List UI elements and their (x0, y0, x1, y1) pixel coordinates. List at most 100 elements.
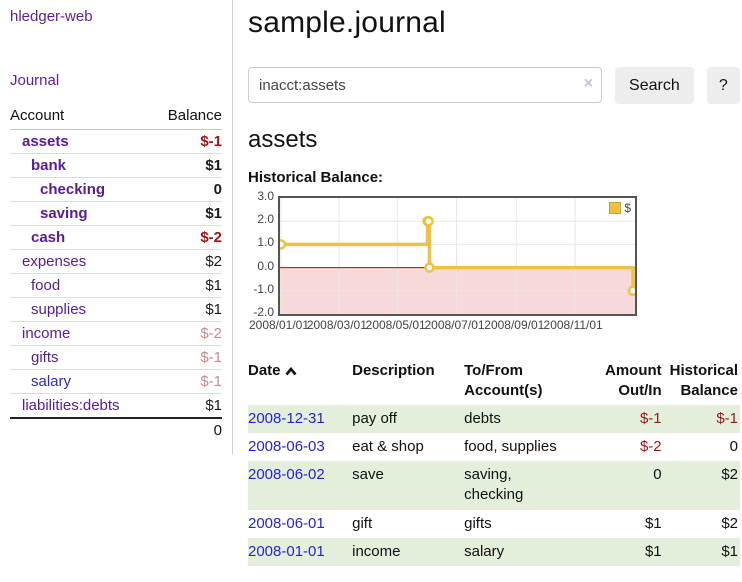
account-link-salary[interactable]: salary (31, 373, 72, 390)
register-table: Date Description To/From Account(s) Amou… (248, 358, 740, 566)
cell-date: 2008-06-02 (248, 461, 352, 510)
accounts-table: Account Balance assets $-1 bank $1 checking 0… (10, 105, 222, 442)
y-axis-tick-label: 1.0 (257, 235, 274, 250)
cell-historical-balance: 0 (729, 437, 738, 455)
search-input[interactable] (248, 67, 603, 103)
cell-description: save (352, 466, 384, 483)
account-balance: $-1 (151, 345, 222, 370)
app-title-link[interactable]: hledger-web (10, 8, 93, 25)
y-axis-tick-label: -2.0 (253, 305, 274, 319)
cell-date: 2008-01-01 (248, 538, 352, 566)
transaction-date-link[interactable]: 2008-06-02 (248, 466, 325, 483)
cell-date: 2008-06-01 (248, 510, 352, 538)
account-row: supplies $1 (10, 297, 222, 322)
transaction-row[interactable]: 2008-06-03 eat & shop food, supplies $-2 0 (248, 433, 740, 461)
help-button[interactable]: ? (706, 67, 740, 104)
account-balance: $-1 (151, 369, 222, 394)
cell-amount: $1 (644, 542, 662, 560)
sidebar-item-journal[interactable]: Journal (10, 72, 60, 89)
transaction-row[interactable]: 2008-06-01 gift gifts $1 $2 (248, 510, 740, 538)
sidebar: hledger-web Journal Account Balance asse… (0, 0, 233, 454)
account-link-expenses[interactable]: expenses (22, 253, 87, 270)
account-link-liabilities-debts[interactable]: liabilities:debts (22, 397, 120, 414)
chart-legend: $ (609, 201, 631, 215)
legend-label: $ (624, 201, 631, 215)
account-link-cash[interactable]: cash (31, 229, 66, 246)
register-header-description: Description (352, 362, 435, 379)
transaction-date-link[interactable]: 2008-01-01 (248, 542, 325, 560)
cell-date: 2008-06-03 (248, 433, 352, 461)
account-balance: $1 (151, 201, 222, 226)
accounts-total-row: 0 (10, 417, 222, 442)
cell-amount: $1 (644, 514, 662, 532)
account-link-gifts[interactable]: gifts (31, 349, 59, 366)
account-balance: $1 (151, 153, 222, 178)
transaction-date-link[interactable]: 2008-12-31 (248, 409, 325, 427)
cell-historical-balance: $-1 (716, 409, 738, 427)
cell-tofrom-accounts: gifts (464, 514, 492, 532)
account-row: gifts $-1 (10, 345, 222, 370)
account-link-assets[interactable]: assets (22, 133, 69, 150)
account-row: salary $-1 (10, 369, 222, 394)
account-row: saving $1 (10, 201, 222, 226)
clear-search-icon[interactable]: × (583, 75, 594, 92)
x-axis-tick-label: 2008/01/01 (248, 318, 310, 332)
x-axis-tick-label: 2008/11/01 (543, 318, 603, 332)
y-axis-tick-label: 0.0 (257, 258, 274, 273)
account-row: cash $-2 (10, 225, 222, 250)
account-balance: 0 (151, 177, 222, 202)
main-content: sample.journal × Search ? assets Histori… (248, 0, 740, 566)
register-header-date[interactable]: Date (248, 358, 352, 405)
cell-description: eat & shop (352, 437, 424, 455)
account-row: expenses $2 (10, 249, 222, 274)
y-axis-tick-label: 2.0 (257, 212, 274, 227)
sort-ascending-icon (285, 366, 297, 376)
page-title: sample.journal (248, 6, 446, 39)
y-axis-tick-label: 3.0 (257, 189, 274, 203)
cell-tofrom-accounts: debts (464, 409, 501, 427)
account-row: food $1 (10, 273, 222, 298)
transaction-date-link[interactable]: 2008-06-01 (248, 514, 325, 532)
chart-title: Historical Balance: (248, 169, 384, 186)
accounts-header-balance: Balance (151, 105, 222, 130)
register-header-balance: Historical Balance (669, 362, 738, 400)
account-link-supplies[interactable]: supplies (31, 301, 87, 318)
chart-canvas (280, 198, 635, 314)
account-balance: $-2 (151, 321, 222, 346)
account-link-bank[interactable]: bank (31, 157, 67, 174)
account-balance: $1 (151, 297, 222, 322)
cell-tofrom-accounts: salary (464, 542, 505, 560)
transaction-row[interactable]: 2008-06-02 save saving, checking 0 $2 (248, 461, 740, 510)
cell-description: gift (352, 514, 373, 532)
account-heading: assets (248, 126, 318, 153)
cell-historical-balance: $2 (721, 466, 738, 483)
cell-description: income (352, 542, 401, 560)
search-box: × (248, 67, 603, 104)
legend-swatch-icon (609, 202, 622, 214)
accounts-total-value: 0 (151, 417, 222, 442)
x-axis-tick-label: 2008/07/01 (424, 318, 485, 332)
account-row: assets $-1 (10, 130, 222, 154)
transaction-date-link[interactable]: 2008-06-03 (248, 437, 325, 455)
account-row: liabilities:debts $1 (10, 393, 222, 418)
search-form: × Search ? (248, 67, 740, 104)
cell-amount: $-1 (639, 409, 662, 427)
search-button[interactable]: Search (615, 67, 694, 104)
register-header-row: Date Description To/From Account(s) Amou… (248, 358, 740, 405)
account-link-income[interactable]: income (22, 325, 71, 342)
accounts-total-spacer (10, 417, 152, 442)
account-row: checking 0 (10, 177, 222, 202)
x-axis-tick-label: 2008/03/01 (306, 318, 367, 332)
account-link-saving[interactable]: saving (40, 205, 88, 222)
account-balance: $1 (151, 273, 222, 298)
y-axis-tick-label: -1.0 (253, 281, 274, 296)
accounts-header-account: Account (10, 105, 152, 130)
account-link-checking[interactable]: checking (40, 181, 106, 198)
transaction-row[interactable]: 2008-12-31 pay off debts $-1 $-1 (248, 404, 740, 433)
account-link-food[interactable]: food (31, 277, 61, 294)
cell-description: pay off (352, 409, 397, 427)
cell-tofrom-accounts: saving, checking (464, 466, 524, 504)
cell-tofrom-accounts: food, supplies (464, 437, 557, 455)
chart-plot-area: $ (278, 196, 637, 316)
transaction-row[interactable]: 2008-01-01 income salary $1 $1 (248, 537, 740, 566)
